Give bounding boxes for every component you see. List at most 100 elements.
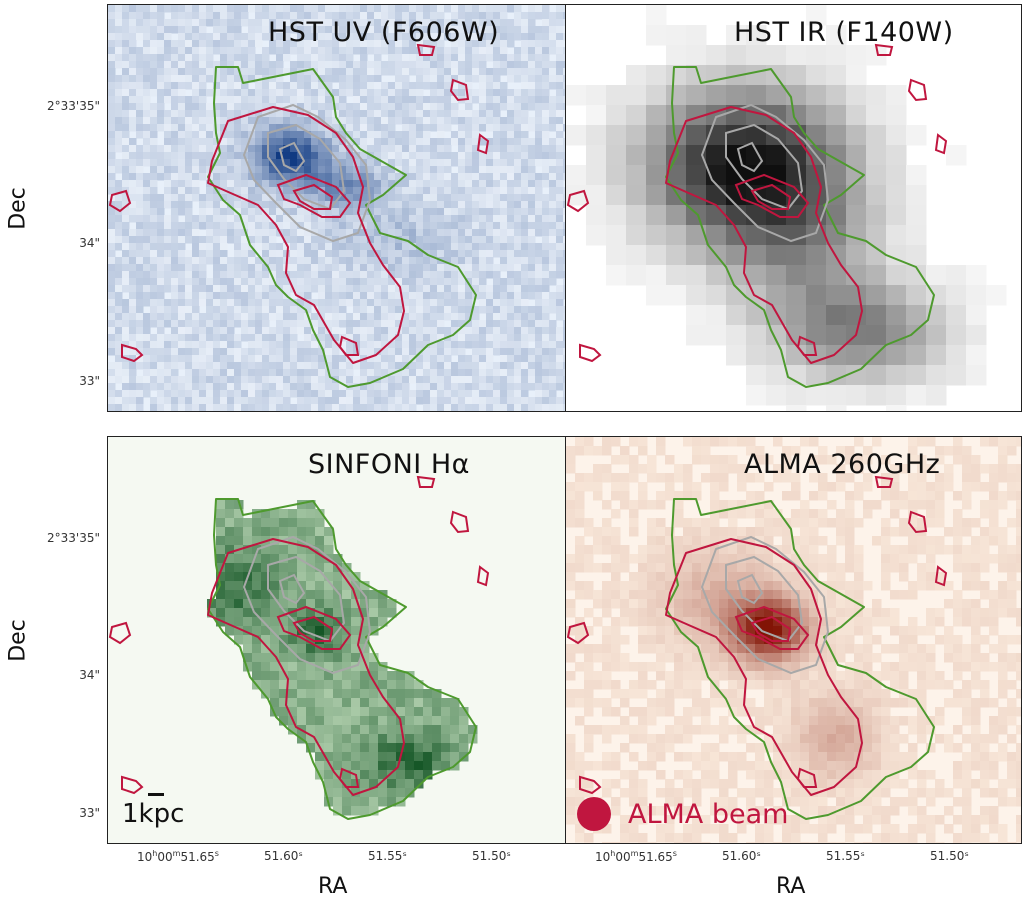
image-pixel: [283, 166, 291, 174]
image-pixel: [262, 215, 270, 223]
image-pixel: [437, 411, 445, 412]
image-pixel: [388, 362, 396, 370]
image-pixel: [351, 671, 361, 681]
image-pixel: [129, 12, 137, 20]
image-pixel: [129, 313, 137, 321]
image-pixel: [122, 306, 130, 314]
image-pixel: [262, 383, 270, 391]
image-pixel: [726, 25, 747, 46]
image-pixel: [556, 383, 564, 391]
image-pixel: [279, 518, 289, 528]
image-pixel: [353, 334, 361, 342]
image-pixel: [143, 376, 151, 384]
image-pixel: [171, 103, 179, 111]
image-pixel: [252, 572, 262, 582]
image-pixel: [686, 245, 707, 266]
image-pixel: [549, 229, 557, 237]
image-pixel: [157, 19, 165, 27]
image-pixel: [886, 365, 907, 386]
image-pixel: [339, 54, 347, 62]
image-pixel: [255, 54, 263, 62]
image-pixel: [486, 12, 494, 20]
image-pixel: [402, 334, 410, 342]
image-pixel: [521, 306, 529, 314]
image-pixel: [514, 166, 522, 174]
image-pixel: [381, 327, 389, 335]
image-pixel: [563, 47, 565, 55]
image-pixel: [836, 482, 846, 492]
image-pixel: [535, 68, 543, 76]
image-pixel: [324, 572, 334, 582]
image-pixel: [549, 250, 557, 258]
image-pixel: [423, 68, 431, 76]
image-pixel: [262, 180, 270, 188]
image-pixel: [306, 716, 316, 726]
image-pixel: [171, 173, 179, 181]
image-pixel: [288, 527, 298, 537]
image-pixel: [726, 285, 747, 306]
image-pixel: [325, 110, 333, 118]
image-pixel: [521, 376, 529, 384]
image-pixel: [164, 138, 172, 146]
image-pixel: [458, 187, 466, 195]
image-pixel: [409, 320, 417, 328]
image-pixel: [339, 187, 347, 195]
image-pixel: [451, 215, 459, 223]
image-pixel: [353, 187, 361, 195]
image-pixel: [465, 292, 473, 300]
image-pixel: [279, 572, 289, 582]
image-pixel: [192, 47, 200, 55]
image-pixel: [150, 313, 158, 321]
image-pixel: [324, 689, 334, 699]
image-pixel: [416, 264, 424, 272]
image-pixel: [324, 761, 334, 771]
image-pixel: [351, 716, 361, 726]
image-pixel: [290, 110, 298, 118]
image-pixel: [318, 110, 326, 118]
image-pixel: [304, 264, 312, 272]
image-pixel: [493, 243, 501, 251]
image-pixel: [535, 313, 543, 321]
image-pixel: [143, 285, 151, 293]
image-pixel: [430, 82, 438, 90]
image-pixel: [409, 12, 417, 20]
image-pixel: [270, 653, 280, 663]
image-pixel: [369, 590, 379, 600]
image-pixel: [318, 292, 326, 300]
image-pixel: [241, 236, 249, 244]
image-pixel: [283, 215, 291, 223]
image-pixel: [387, 797, 397, 807]
image-pixel: [220, 96, 228, 104]
image-pixel: [451, 404, 459, 411]
image-pixel: [416, 411, 424, 412]
image-pixel: [514, 299, 522, 307]
image-pixel: [549, 299, 557, 307]
image-pixel: [227, 320, 235, 328]
image-pixel: [276, 33, 284, 41]
image-pixel: [451, 229, 459, 237]
image-pixel: [129, 271, 137, 279]
image-pixel: [150, 236, 158, 244]
image-pixel: [171, 145, 179, 153]
image-pixel: [409, 117, 417, 125]
image-pixel: [866, 185, 887, 206]
image-pixel: [507, 236, 515, 244]
image-pixel: [220, 257, 228, 265]
image-pixel: [346, 285, 354, 293]
image-pixel: [416, 124, 424, 132]
image-pixel: [388, 243, 396, 251]
image-pixel: [514, 341, 522, 349]
image-pixel: [899, 527, 909, 537]
image-pixel: [351, 797, 361, 807]
image-pixel: [514, 12, 522, 20]
image-pixel: [164, 194, 172, 202]
image-pixel: [346, 145, 354, 153]
image-pixel: [252, 581, 262, 591]
image-pixel: [129, 187, 137, 195]
image-pixel: [444, 19, 452, 27]
image-pixel: [241, 376, 249, 384]
image-pixel: [122, 33, 130, 41]
image-pixel: [185, 362, 193, 370]
image-pixel: [396, 689, 406, 699]
image-pixel: [213, 194, 221, 202]
